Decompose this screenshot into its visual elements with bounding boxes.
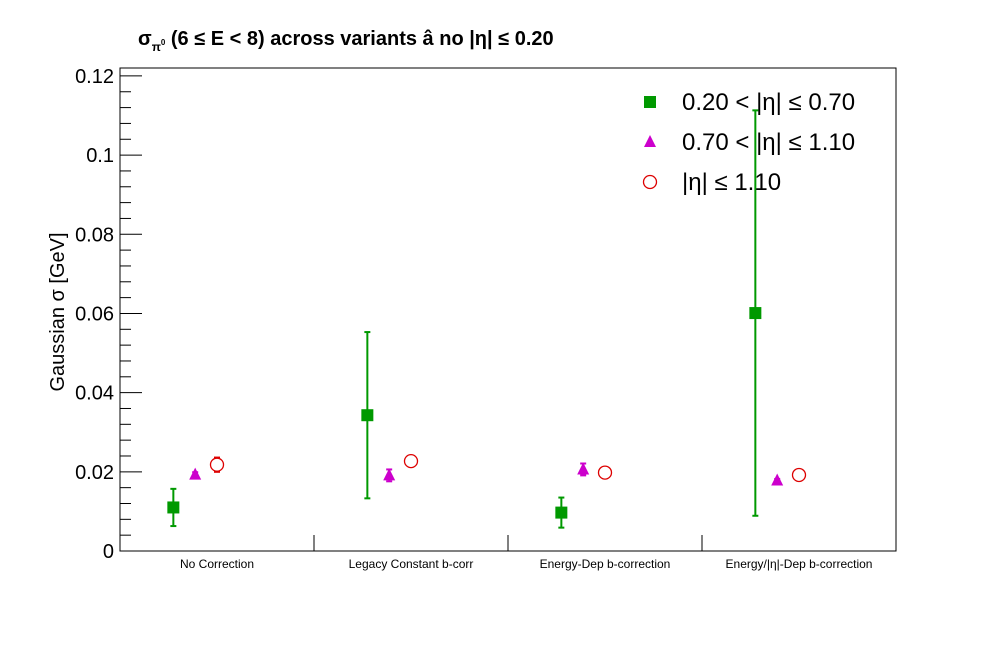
title-superscript: 0: [160, 38, 166, 47]
x-category-label: Energy-Dep b-correction: [540, 557, 671, 571]
data-point: [597, 465, 613, 480]
y-tick-label: 0.12: [75, 66, 114, 88]
legend-marker: [642, 174, 658, 190]
y-tick-label: 0.1: [86, 145, 114, 167]
y-axis: 0 0.02 0.04 0.06 0.08 0.1 0.12: [75, 66, 142, 563]
y-tick-label: 0.02: [75, 462, 114, 484]
data-point: [749, 307, 762, 320]
title-text: (6 ≤ E < 8) across variants â no |η| ≤ 0…: [165, 28, 554, 50]
legend-label: 0.70 < |η| ≤ 1.10: [682, 129, 855, 156]
title-subscript: π0: [151, 38, 166, 54]
legend-label: 0.20 < |η| ≤ 0.70: [682, 89, 855, 116]
data-point: [555, 506, 568, 519]
data-point: [771, 473, 784, 486]
legend-label: |η| ≤ 1.10: [682, 169, 781, 196]
x-category-label: Legacy Constant b-corr: [349, 557, 474, 571]
legend: 0.20 < |η| ≤ 0.70 0.70 < |η| ≤ 1.10 |η| ≤ …: [642, 89, 855, 196]
chart-title: σπ0 (6 ≤ E < 8) across variants â no |η|…: [138, 28, 554, 54]
data-point: [361, 409, 374, 422]
title-sigma: σ: [138, 28, 152, 50]
data-point: [383, 468, 396, 481]
data-point: [577, 462, 590, 475]
y-tick-label: 0.08: [75, 224, 114, 246]
data-point: [403, 453, 419, 469]
legend-marker: [644, 96, 656, 108]
data-point: [791, 467, 807, 483]
x-category-label: Energy/|η|-Dep b-correction: [726, 557, 873, 571]
legend-marker: [644, 135, 656, 147]
y-tick-label: 0.06: [75, 303, 114, 325]
x-category-label: No Correction: [180, 557, 254, 571]
y-tick-label: 0: [103, 541, 114, 563]
data-point: [167, 501, 180, 514]
data-points: [167, 109, 807, 529]
data-point: [209, 457, 225, 472]
x-axis: No Correction Legacy Constant b-corr Energ…: [180, 535, 873, 571]
y-tick-label: 0.04: [75, 383, 114, 405]
data-point: [189, 467, 202, 480]
y-axis-title: Gaussian σ [GeV]: [47, 232, 69, 391]
title-subscript-pi: π: [151, 40, 161, 54]
